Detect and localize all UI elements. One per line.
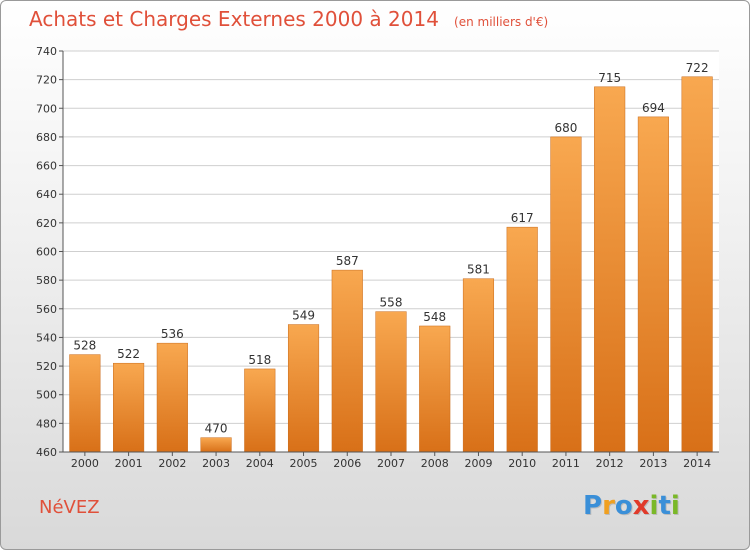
logo-letter: P — [583, 491, 603, 521]
bar-2008[interactable] — [419, 325, 451, 453]
bar-2007[interactable] — [375, 311, 407, 453]
x-tick-label: 2009 — [464, 457, 492, 470]
x-tick-label: 2010 — [508, 457, 536, 470]
value-label: 470 — [205, 422, 228, 436]
value-label: 617 — [511, 211, 534, 225]
value-label: 581 — [467, 263, 490, 277]
chart-unit: (en milliers d'€) — [454, 15, 549, 29]
value-label: 536 — [161, 327, 184, 341]
y-tick-label: 460 — [36, 446, 57, 459]
logo-letter: i — [670, 491, 680, 521]
value-label: 522 — [117, 347, 140, 361]
x-tick-label: 2011 — [552, 457, 580, 470]
logo-letter: x — [632, 491, 650, 521]
logo-letter: i — [649, 491, 659, 521]
proxiti-logo[interactable]: Proxiti — [583, 491, 680, 521]
value-label: 548 — [423, 310, 446, 324]
x-tick-label: 2007 — [377, 457, 405, 470]
bar-2012[interactable] — [594, 86, 626, 453]
bar-2000[interactable] — [69, 354, 101, 453]
x-tick-label: 2005 — [290, 457, 318, 470]
value-label: 528 — [73, 339, 96, 353]
x-tick-label: 2014 — [683, 457, 711, 470]
bar-2009[interactable] — [462, 278, 495, 453]
bar-2005[interactable] — [287, 324, 320, 453]
bar-2011[interactable] — [550, 136, 582, 453]
y-tick-label: 560 — [36, 303, 57, 316]
logo-letter: t — [658, 491, 671, 521]
value-label: 518 — [248, 353, 271, 367]
bar-2004[interactable] — [244, 368, 276, 453]
y-tick-label: 720 — [36, 74, 57, 87]
commune-name: NéVEZ — [39, 497, 100, 518]
value-label: 558 — [380, 296, 403, 310]
x-tick-label: 2001 — [115, 457, 143, 470]
bar-2010[interactable] — [506, 226, 538, 453]
value-label: 722 — [686, 61, 709, 75]
y-tick-label: 600 — [36, 246, 57, 259]
value-label: 549 — [292, 309, 315, 323]
y-tick-label: 520 — [36, 360, 57, 373]
bar-2001[interactable] — [113, 362, 145, 453]
y-tick-label: 480 — [36, 417, 57, 430]
value-label: 680 — [554, 121, 577, 135]
logo-letter: r — [602, 491, 615, 521]
bar-2003[interactable] — [200, 437, 232, 453]
chart-title: Achats et Charges Externes 2000 à 2014 — [29, 7, 439, 31]
y-tick-label: 680 — [36, 131, 57, 144]
bar-2013[interactable] — [637, 116, 669, 453]
x-tick-label: 2006 — [333, 457, 361, 470]
x-tick-label: 2008 — [421, 457, 449, 470]
y-tick-label: 500 — [36, 389, 57, 402]
bar-2006[interactable] — [331, 269, 363, 453]
y-tick-label: 640 — [36, 188, 57, 201]
y-tick-label: 580 — [36, 274, 57, 287]
x-tick-label: 2004 — [246, 457, 274, 470]
value-label: 694 — [642, 101, 665, 115]
x-tick-label: 2002 — [158, 457, 186, 470]
y-tick-label: 740 — [36, 45, 57, 58]
title-row: Achats et Charges Externes 2000 à 2014 (… — [29, 7, 548, 31]
x-tick-label: 2003 — [202, 457, 230, 470]
bar-2014[interactable] — [681, 76, 713, 453]
value-label: 715 — [598, 71, 621, 85]
x-tick-label: 2012 — [596, 457, 624, 470]
y-tick-label: 660 — [36, 160, 57, 173]
y-tick-label: 540 — [36, 331, 57, 344]
value-label: 587 — [336, 254, 359, 268]
x-tick-label: 2000 — [71, 457, 99, 470]
y-tick-label: 620 — [36, 217, 57, 230]
y-tick-label: 700 — [36, 102, 57, 115]
logo-letter: o — [614, 491, 633, 521]
bar-2002[interactable] — [156, 342, 188, 453]
x-tick-label: 2013 — [639, 457, 667, 470]
